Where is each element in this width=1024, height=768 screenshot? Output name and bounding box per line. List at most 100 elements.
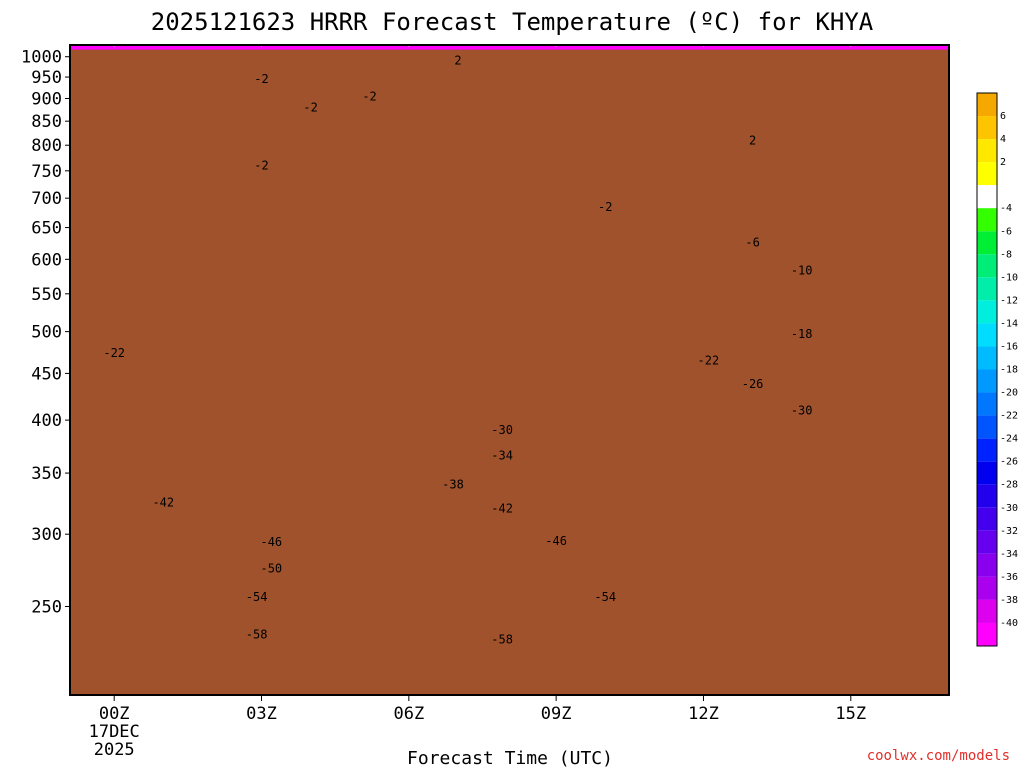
contour-label: -22: [698, 353, 720, 367]
y-tick-label: 650: [31, 219, 62, 239]
colorbar-swatch: [977, 116, 997, 140]
colorbar-swatch: [977, 415, 997, 439]
colorbar-swatch: [977, 369, 997, 393]
x-tick-label: 06Z: [393, 704, 424, 724]
contour-label: -22: [103, 346, 125, 360]
contour-label: -42: [152, 495, 174, 509]
y-tick-label: 550: [31, 285, 62, 305]
colorbar-label: -12: [1000, 295, 1018, 306]
colorbar-swatch: [977, 162, 997, 186]
colorbar-swatch: [977, 346, 997, 370]
colorbar-swatch: [977, 254, 997, 278]
contour-label: -58: [491, 633, 513, 647]
contour-label: -2: [254, 72, 268, 86]
colorbar-swatch: [977, 438, 997, 462]
colorbar-swatch: [977, 599, 997, 623]
y-tick-label: 800: [31, 136, 62, 156]
colorbar-label: 4: [1000, 134, 1006, 145]
y-tick-label: 1000: [21, 48, 62, 68]
y-tick-label: 500: [31, 323, 62, 343]
contour-label: -18: [791, 327, 813, 341]
colorbar-label: -6: [1000, 226, 1012, 237]
colorbar-label: -20: [1000, 388, 1018, 399]
colorbar-frame: [976, 92, 998, 647]
y-tick-label: 400: [31, 411, 62, 431]
colorbar-swatch: [977, 208, 997, 232]
chart-title: 2025121623 HRRR Forecast Temperature (ºC…: [151, 8, 874, 36]
colorbar-swatch: [977, 139, 997, 163]
colorbar-label: -34: [1000, 549, 1018, 560]
contour-label: -38: [442, 478, 464, 492]
colorbar-label: -22: [1000, 411, 1018, 422]
y-tick-label: 900: [31, 90, 62, 110]
plot-frame: [69, 44, 950, 696]
colorbar-label: -38: [1000, 595, 1018, 606]
x-tick-label: 09Z: [541, 704, 572, 724]
colorbar-label: -18: [1000, 365, 1018, 376]
colorbar-label: 2: [1000, 157, 1006, 168]
colorbar-swatch: [977, 300, 997, 324]
colorbar-swatch: [977, 392, 997, 416]
contour-label: -46: [545, 534, 567, 548]
contour-label: -58: [246, 627, 268, 641]
colorbar-swatch: [977, 507, 997, 531]
colorbar-swatch: [977, 231, 997, 255]
contour-label: -30: [491, 423, 513, 437]
y-tick-label: 600: [31, 250, 62, 270]
y-tick-label: 950: [31, 68, 62, 88]
contour-label: -2: [362, 89, 376, 103]
contour-label: -2: [254, 159, 268, 173]
y-tick-label: 450: [31, 364, 62, 384]
y-tick-label: 700: [31, 189, 62, 209]
contour-label: -50: [260, 562, 282, 576]
contour-label: -2: [303, 100, 317, 114]
colorbar-label: -10: [1000, 272, 1018, 283]
colorbar-swatch: [977, 93, 997, 117]
colorbar-swatch: [977, 553, 997, 577]
colorbar-label: -30: [1000, 503, 1018, 514]
y-tick-label: 350: [31, 464, 62, 484]
contour-label: -54: [594, 590, 616, 604]
colorbar-swatch: [977, 277, 997, 301]
x-tick-label: 03Z: [246, 704, 277, 724]
y-tick-label: 300: [31, 525, 62, 545]
colorbar-label: -4: [1000, 203, 1012, 214]
colorbar-label: -14: [1000, 318, 1018, 329]
y-tick-label: 750: [31, 162, 62, 182]
colorbar-swatch: [977, 530, 997, 554]
colorbar-label: -28: [1000, 480, 1018, 491]
x-axis-label: Forecast Time (UTC): [407, 748, 613, 768]
x-tick-sublabel: 17DEC: [89, 722, 140, 742]
colorbar-label: -24: [1000, 434, 1018, 445]
colorbar-swatch: [977, 323, 997, 347]
colorbar-label: 6: [1000, 111, 1006, 122]
colorbar-swatch: [977, 461, 997, 485]
contour-label: -26: [742, 377, 764, 391]
colorbar-label: -32: [1000, 526, 1018, 537]
x-tick-label: 15Z: [835, 704, 866, 724]
colorbar-swatch: [977, 185, 997, 209]
ground-surface: [70, 49, 949, 695]
colorbar-label: -40: [1000, 618, 1018, 629]
contour-label: 2: [454, 54, 461, 68]
x-tick-sublabel: 2025: [94, 740, 135, 760]
colorbar-swatch: [977, 484, 997, 508]
colorbar-label: -8: [1000, 249, 1012, 260]
colorbar-label: -26: [1000, 457, 1018, 468]
contour-label: -54: [246, 590, 268, 604]
colorbar-swatch: [977, 576, 997, 600]
colorbar-label: -36: [1000, 572, 1018, 583]
contour-label: -46: [260, 535, 282, 549]
colorbar-label: -16: [1000, 341, 1018, 352]
y-tick-label: 250: [31, 598, 62, 618]
contour-label: -6: [745, 235, 759, 249]
credit-link[interactable]: coolwx.com/models: [867, 748, 1010, 764]
contour-label: -2: [598, 200, 612, 214]
y-tick-label: 850: [31, 112, 62, 132]
x-tick-label: 12Z: [688, 704, 719, 724]
x-tick-label: 00Z: [99, 704, 130, 724]
contour-label: -42: [491, 502, 513, 516]
contour-label: -10: [791, 264, 813, 278]
contour-label: 2: [749, 133, 756, 147]
